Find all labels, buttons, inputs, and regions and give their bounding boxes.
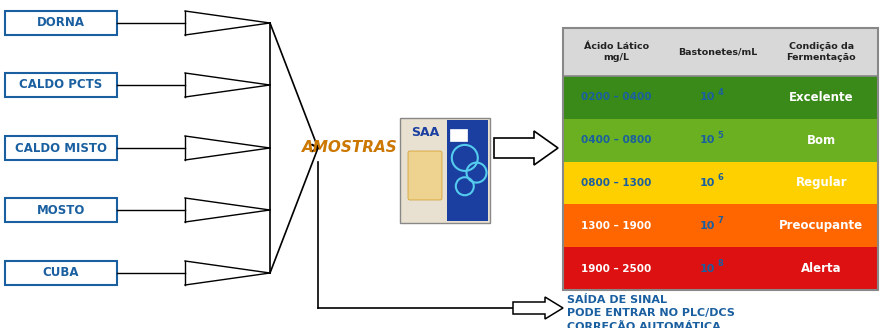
Text: 10: 10 bbox=[699, 264, 714, 274]
Text: Bom: Bom bbox=[806, 134, 835, 147]
Text: Regular: Regular bbox=[795, 176, 846, 190]
FancyBboxPatch shape bbox=[563, 204, 877, 247]
Text: 7: 7 bbox=[717, 216, 722, 225]
Text: CUBA: CUBA bbox=[43, 266, 79, 279]
Text: DORNA: DORNA bbox=[37, 16, 85, 30]
FancyBboxPatch shape bbox=[563, 28, 877, 76]
FancyBboxPatch shape bbox=[5, 261, 117, 285]
FancyBboxPatch shape bbox=[5, 11, 117, 35]
Text: 1900 – 2500: 1900 – 2500 bbox=[580, 264, 651, 274]
Text: CORREÇÃO AUTOMÁTICA: CORREÇÃO AUTOMÁTICA bbox=[566, 320, 720, 328]
Polygon shape bbox=[494, 131, 557, 165]
Text: 0200 – 0400: 0200 – 0400 bbox=[580, 92, 651, 102]
Text: SAÍDA DE SINAL: SAÍDA DE SINAL bbox=[566, 295, 666, 305]
Text: 5: 5 bbox=[717, 131, 722, 140]
Text: AMOSTRAS: AMOSTRAS bbox=[302, 140, 398, 155]
FancyBboxPatch shape bbox=[563, 162, 877, 204]
FancyBboxPatch shape bbox=[563, 247, 877, 290]
Text: 10: 10 bbox=[699, 178, 714, 188]
Text: 0400 – 0800: 0400 – 0800 bbox=[580, 135, 651, 145]
FancyBboxPatch shape bbox=[5, 73, 117, 97]
Text: 10: 10 bbox=[699, 221, 714, 231]
Text: Excelente: Excelente bbox=[789, 91, 852, 104]
Text: Alerta: Alerta bbox=[800, 262, 841, 275]
Text: 10: 10 bbox=[699, 135, 714, 145]
Text: Condição da
Fermentação: Condição da Fermentação bbox=[786, 42, 855, 62]
Text: 0800 – 1300: 0800 – 1300 bbox=[580, 178, 651, 188]
Polygon shape bbox=[512, 297, 563, 319]
Text: CALDO MISTO: CALDO MISTO bbox=[15, 141, 107, 154]
Text: MOSTO: MOSTO bbox=[37, 203, 85, 216]
Text: PODE ENTRAR NO PLC/DCS: PODE ENTRAR NO PLC/DCS bbox=[566, 308, 734, 318]
FancyBboxPatch shape bbox=[5, 136, 117, 160]
FancyBboxPatch shape bbox=[447, 120, 487, 221]
FancyBboxPatch shape bbox=[400, 118, 489, 223]
Text: 6: 6 bbox=[717, 174, 722, 182]
Text: 1300 – 1900: 1300 – 1900 bbox=[580, 221, 651, 231]
FancyBboxPatch shape bbox=[408, 151, 441, 200]
FancyBboxPatch shape bbox=[5, 198, 117, 222]
Text: SAA: SAA bbox=[410, 127, 439, 139]
Text: Ácido Lático
mg/L: Ácido Lático mg/L bbox=[583, 42, 649, 62]
Text: 10: 10 bbox=[699, 92, 714, 102]
Text: 8: 8 bbox=[717, 259, 722, 268]
Text: CALDO PCTS: CALDO PCTS bbox=[19, 78, 103, 92]
Text: Preocupante: Preocupante bbox=[779, 219, 862, 232]
Text: Bastonetes/mL: Bastonetes/mL bbox=[677, 48, 756, 56]
FancyBboxPatch shape bbox=[563, 119, 877, 162]
FancyBboxPatch shape bbox=[450, 129, 466, 141]
FancyBboxPatch shape bbox=[563, 76, 877, 119]
Text: 4: 4 bbox=[717, 88, 722, 97]
